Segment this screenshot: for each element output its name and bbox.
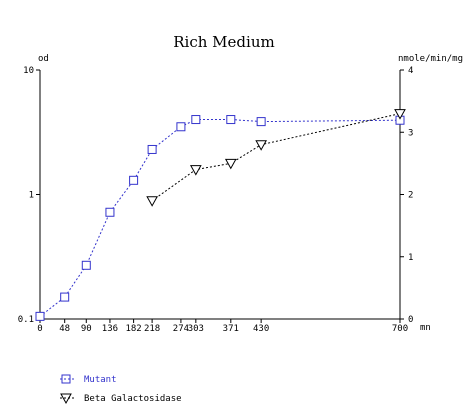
right-tick-label: 2 [408,191,413,201]
data-point-mutant [176,122,186,132]
series-layer [35,109,406,321]
x-tick-label: 136 [102,324,118,334]
data-point-mutant [105,207,115,217]
x-axis-unit: mn [420,323,431,333]
legend-square-marker [61,374,71,384]
data-point-beta-galactosidase [224,158,237,170]
data-point-mutant [256,117,266,127]
data-point-mutant [226,115,236,125]
right-axis-ticks: 0 1 2 3 4 [400,66,413,325]
data-point-beta-galactosidase [255,140,267,151]
left-tick-label: 1 [29,191,34,201]
data-point-mutant [60,292,70,302]
x-tick-label: 303 [188,324,204,334]
x-tick-label: 371 [223,324,239,334]
chart-title: Rich Medium [173,33,274,51]
x-tick-label: 430 [253,324,269,334]
series-line-mutant [39,119,401,317]
x-tick-label: 700 [392,324,408,334]
right-tick-label: 3 [408,128,413,138]
right-tick-label: 0 [408,315,413,325]
left-tick-label: 10 [23,66,34,76]
x-tick-label: 48 [59,324,70,334]
data-point-beta-galactosidase [146,196,158,207]
series-line-beta-galactosidase [151,113,401,202]
legend-triangle-marker [60,393,72,405]
right-tick-label: 4 [408,66,413,76]
left-tick-label: 0.1 [18,315,34,325]
left-axis-label: od [38,54,49,64]
data-point-mutant [147,144,157,154]
x-tick-label: 182 [125,324,141,334]
data-point-mutant [35,311,45,321]
data-point-mutant [191,115,201,125]
data-point-mutant [129,175,139,185]
legend-item-mutant: Mutant [60,374,117,385]
legend-item-beta-galactosidase: Beta Galactosidase [60,393,182,405]
x-tick-label: 0 [37,324,42,334]
right-axis-label: nmole/min/mg [398,54,463,64]
legend-label-mutant: Mutant [84,375,117,385]
x-tick-label: 218 [144,324,160,334]
legend-label-beta-galactosidase: Beta Galactosidase [84,394,182,404]
legend: Mutant Beta Galactosidase [60,374,182,405]
x-tick-label: 274 [173,324,189,334]
left-axis-ticks: 0.1 1 10 [18,66,40,325]
data-point-beta-galactosidase [189,165,202,176]
data-point-beta-galactosidase [394,109,406,120]
x-tick-label: 90 [81,324,92,334]
data-point-mutant [81,260,91,270]
right-tick-label: 1 [408,253,413,263]
